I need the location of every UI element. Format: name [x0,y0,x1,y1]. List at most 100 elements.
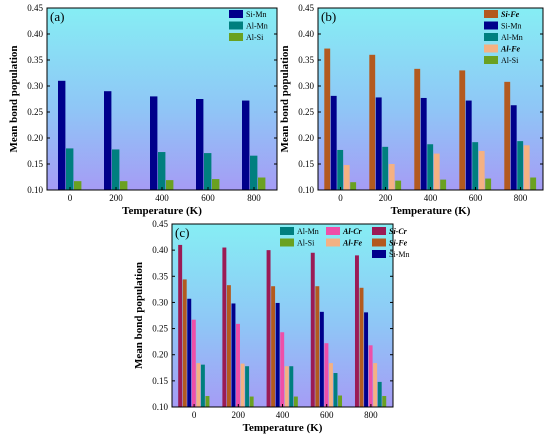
bar-al-mn-400 [158,152,166,190]
legend-label-si-fe: Si-Fe [501,10,520,19]
bar-si-cr-200 [222,247,227,407]
bar-si-mn-400 [150,96,158,190]
legend-swatch-al-cr [326,227,340,235]
y-tick-label: 0.20 [298,133,314,143]
bar-si-mn-0 [330,95,337,190]
bar-al-si-600 [212,179,220,190]
legend-swatch-al-si [280,238,294,247]
bar-al-cr-200 [236,323,240,407]
bar-si-fe-400 [271,286,276,407]
legend-label-al-mn: Al-Mn [246,22,268,31]
bar-al-fe-600 [328,363,333,407]
x-tick-label: 200 [232,410,246,420]
legend-label-si-fe: Si-Fe [389,239,408,248]
bar-al-si-400 [440,179,447,190]
x-tick-label: 600 [201,193,215,203]
x-axis-label: Temperature (K) [122,205,202,217]
bar-si-fe-800 [359,287,364,407]
y-tick-label: 0.30 [298,81,314,91]
bar-al-mn-0 [337,149,344,190]
bar-si-cr-0 [178,244,183,407]
legend-label-si-mn: Si-Mn [389,250,409,259]
x-tick-label: 400 [424,193,438,203]
bar-al-mn-800 [517,141,524,190]
bar-al-si-800 [382,396,387,407]
bar-si-mn-600 [196,99,204,190]
panel-b-chart: 0.10 0.15 0.20 0.25 0.30 0.35 0.40 0.45 0 200 400 6… [279,3,544,217]
legend-swatch-si-mn [484,21,498,30]
bar-al-si-800 [530,177,537,190]
y-tick-label: 0.40 [27,29,43,39]
bar-si-mn-800 [510,105,517,190]
legend-swatch-al-fe [326,238,340,247]
bar-si-mn-800 [364,312,369,407]
bar-al-si-400 [166,180,174,190]
bar-al-mn-0 [66,148,74,190]
bar-al-si-800 [258,177,266,190]
bar-si-fe-0 [324,48,331,191]
x-axis-label: Temperature (K) [243,422,323,434]
legend-label-al-si: Al-Si [246,33,264,42]
legend-swatch-si-cr [372,227,386,235]
legend-swatch-al-si [484,56,498,64]
bar-si-mn-600 [319,311,324,407]
bar-si-mn-800 [242,100,250,190]
x-tick-label: 0 [68,193,73,203]
y-tick-label: 0.45 [152,219,168,229]
y-tick-label: 0.45 [27,3,43,13]
legend: Si-Mn Al-Mn Al-Si [229,10,268,42]
bar-al-mn-200 [382,146,389,190]
bar-al-si-0 [350,182,357,190]
legend-label-si-mn: Si-Mn [501,22,521,31]
bar-al-si-0 [74,181,82,190]
y-axis-label: Mean bond population [133,262,145,369]
bar-al-fe-800 [523,145,530,190]
y-tick-label: 0.20 [27,133,43,143]
x-axis-label: Temperature (K) [391,205,471,217]
bar-si-fe-600 [315,286,320,407]
legend-label-si-mn: Si-Mn [246,10,266,19]
y-tick-label: 0.10 [298,185,314,195]
bar-si-mn-0 [58,80,66,190]
panel-label: (a) [50,9,64,24]
bar-si-fe-600 [459,70,466,190]
bar-al-si-600 [338,395,343,407]
x-tick-label: 200 [109,193,123,203]
y-tick-label: 0.25 [27,107,43,117]
bar-al-cr-800 [368,345,373,407]
y-tick-label: 0.25 [298,107,314,117]
bar-al-mn-800 [250,155,258,190]
bar-si-fe-0 [182,279,187,407]
bar-al-si-0 [205,396,210,407]
legend-label-si-cr: Si-Cr [389,227,408,236]
bar-si-cr-600 [310,252,315,407]
legend-label-al-si: Al-Si [297,239,315,248]
x-tick-label: 400 [155,193,169,203]
bar-al-mn-600 [204,153,212,190]
bar-al-fe-400 [284,366,289,407]
bar-si-mn-400 [420,97,427,190]
y-tick-label: 0.45 [298,3,314,13]
y-tick-label: 0.40 [152,245,168,255]
bar-al-mn-0 [200,364,205,407]
bar-al-fe-0 [196,363,201,407]
bar-al-si-200 [249,396,254,407]
y-axis-label: Mean bond population [279,46,291,153]
bar-al-mn-800 [377,381,382,407]
bar-al-fe-600 [478,151,485,190]
panel-label: (b) [321,9,336,24]
x-tick-label: 0 [338,193,343,203]
legend-label-al-mn: Al-Mn [297,227,319,236]
bar-al-fe-800 [373,363,378,407]
legend-swatch-al-mn [229,21,243,30]
bar-al-si-600 [485,178,492,190]
legend-swatch-si-fe [484,10,498,18]
y-tick-label: 0.10 [152,402,168,412]
x-tick-label: 800 [247,193,261,203]
legend-label-al-fe: Al-Fe [500,45,521,54]
bar-al-cr-0 [191,319,196,407]
bar-si-fe-400 [414,68,421,190]
legend-swatch-al-fe [484,44,498,53]
bar-al-fe-0 [343,165,350,190]
